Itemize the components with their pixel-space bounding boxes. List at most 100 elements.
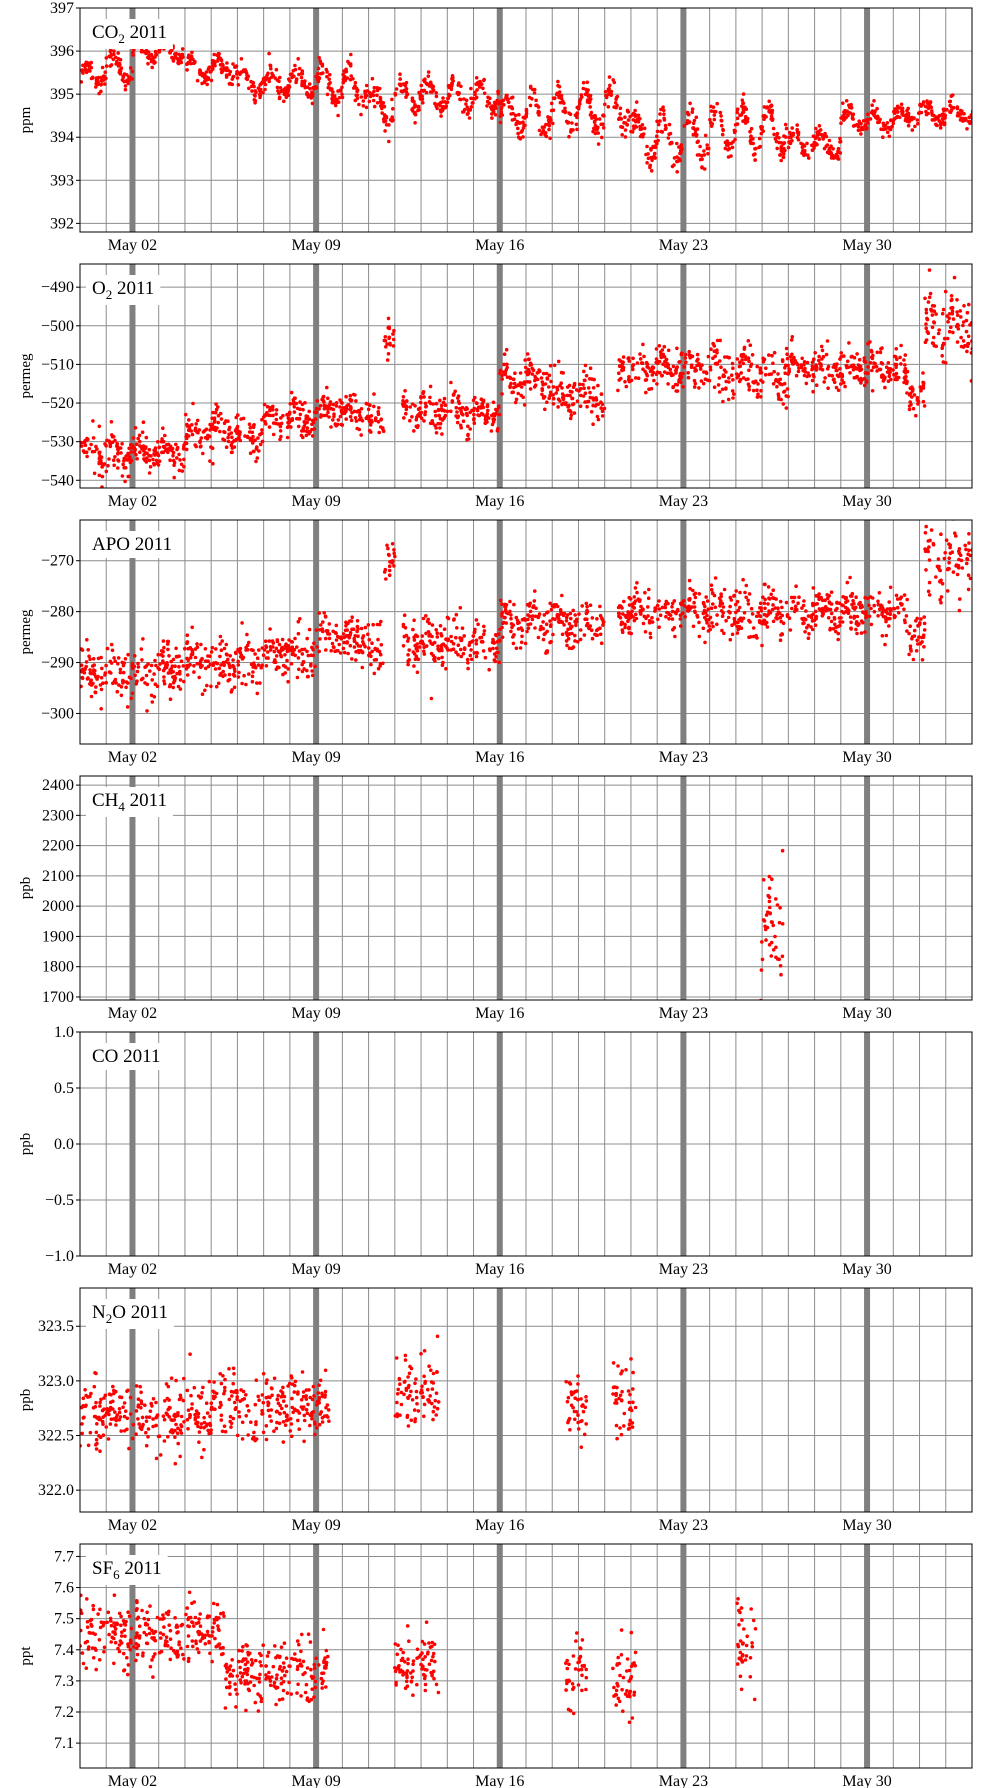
data-point xyxy=(700,363,704,367)
data-point xyxy=(973,109,977,113)
data-point xyxy=(214,647,218,651)
data-point xyxy=(141,49,146,54)
data-point xyxy=(278,75,282,80)
data-point xyxy=(819,344,824,349)
data-point xyxy=(462,634,467,638)
data-point xyxy=(622,121,626,125)
data-point xyxy=(281,663,286,668)
data-point xyxy=(754,379,758,384)
data-point xyxy=(705,613,709,618)
data-point xyxy=(173,676,178,681)
data-point xyxy=(143,665,147,669)
data-point xyxy=(757,136,762,141)
data-point xyxy=(157,459,162,464)
data-point xyxy=(724,618,728,623)
data-point xyxy=(888,607,892,611)
data-point xyxy=(188,656,193,660)
data-point xyxy=(452,392,456,396)
data-point xyxy=(116,57,121,61)
data-point xyxy=(390,115,395,119)
data-point xyxy=(156,440,160,444)
data-point xyxy=(245,77,250,82)
data-point xyxy=(247,86,251,91)
data-point xyxy=(856,124,861,129)
data-point xyxy=(570,121,574,125)
data-point xyxy=(626,356,630,361)
data-point xyxy=(797,595,801,599)
data-point xyxy=(756,610,760,615)
data-point xyxy=(497,412,502,417)
data-point xyxy=(236,83,241,87)
data-point xyxy=(662,344,667,349)
data-point xyxy=(875,106,879,111)
data-point xyxy=(178,687,183,691)
data-point xyxy=(950,93,955,97)
data-point xyxy=(271,404,275,409)
data-point xyxy=(727,146,732,151)
data-point xyxy=(787,140,792,144)
data-point xyxy=(634,612,638,617)
data-point xyxy=(185,424,190,428)
data-point xyxy=(456,652,460,657)
data-point xyxy=(469,86,473,91)
data-point xyxy=(969,379,972,383)
data-point xyxy=(994,121,998,125)
data-point xyxy=(900,112,904,116)
data-point xyxy=(895,597,900,601)
data-point xyxy=(513,371,517,376)
data-point xyxy=(739,371,743,375)
data-point xyxy=(413,103,417,107)
data-point xyxy=(212,419,217,423)
data-point xyxy=(731,140,735,144)
data-point xyxy=(671,364,676,369)
data-point xyxy=(245,434,250,439)
data-point xyxy=(560,632,565,637)
data-point xyxy=(250,441,255,445)
data-point xyxy=(814,363,818,367)
data-point xyxy=(216,59,220,63)
data-point xyxy=(670,609,675,614)
data-point xyxy=(224,652,229,656)
data-point xyxy=(749,126,754,131)
data-point xyxy=(591,398,596,402)
data-point xyxy=(349,74,354,78)
data-point xyxy=(421,390,426,394)
data-point xyxy=(488,96,492,101)
data-point xyxy=(711,602,715,606)
data-point xyxy=(722,631,726,636)
data-point xyxy=(807,632,811,636)
data-point xyxy=(725,355,729,359)
data-point xyxy=(376,420,381,424)
data-point xyxy=(341,72,345,77)
data-point xyxy=(377,622,382,627)
data-point xyxy=(329,425,333,429)
data-point xyxy=(617,371,621,376)
data-point xyxy=(511,641,516,646)
data-point xyxy=(563,109,568,114)
data-point xyxy=(521,126,526,130)
data-point xyxy=(129,450,133,454)
data-point xyxy=(382,119,386,124)
data-point xyxy=(428,395,432,400)
data-point xyxy=(585,404,589,409)
data-point xyxy=(361,104,366,108)
data-point xyxy=(542,613,547,617)
data-point xyxy=(222,430,226,434)
data-point xyxy=(221,674,225,679)
data-point xyxy=(673,382,678,387)
data-point xyxy=(894,371,899,376)
data-point xyxy=(676,608,680,613)
data-point xyxy=(340,85,344,90)
data-point xyxy=(130,664,134,668)
data-point xyxy=(415,642,420,646)
data-point xyxy=(759,609,764,613)
data-point xyxy=(283,86,288,90)
data-point xyxy=(89,442,93,447)
data-point xyxy=(512,602,516,607)
data-point xyxy=(185,633,190,637)
data-point xyxy=(440,432,444,436)
data-point xyxy=(854,627,858,632)
data-point xyxy=(656,617,660,622)
data-point xyxy=(219,663,223,667)
data-point xyxy=(783,371,787,376)
